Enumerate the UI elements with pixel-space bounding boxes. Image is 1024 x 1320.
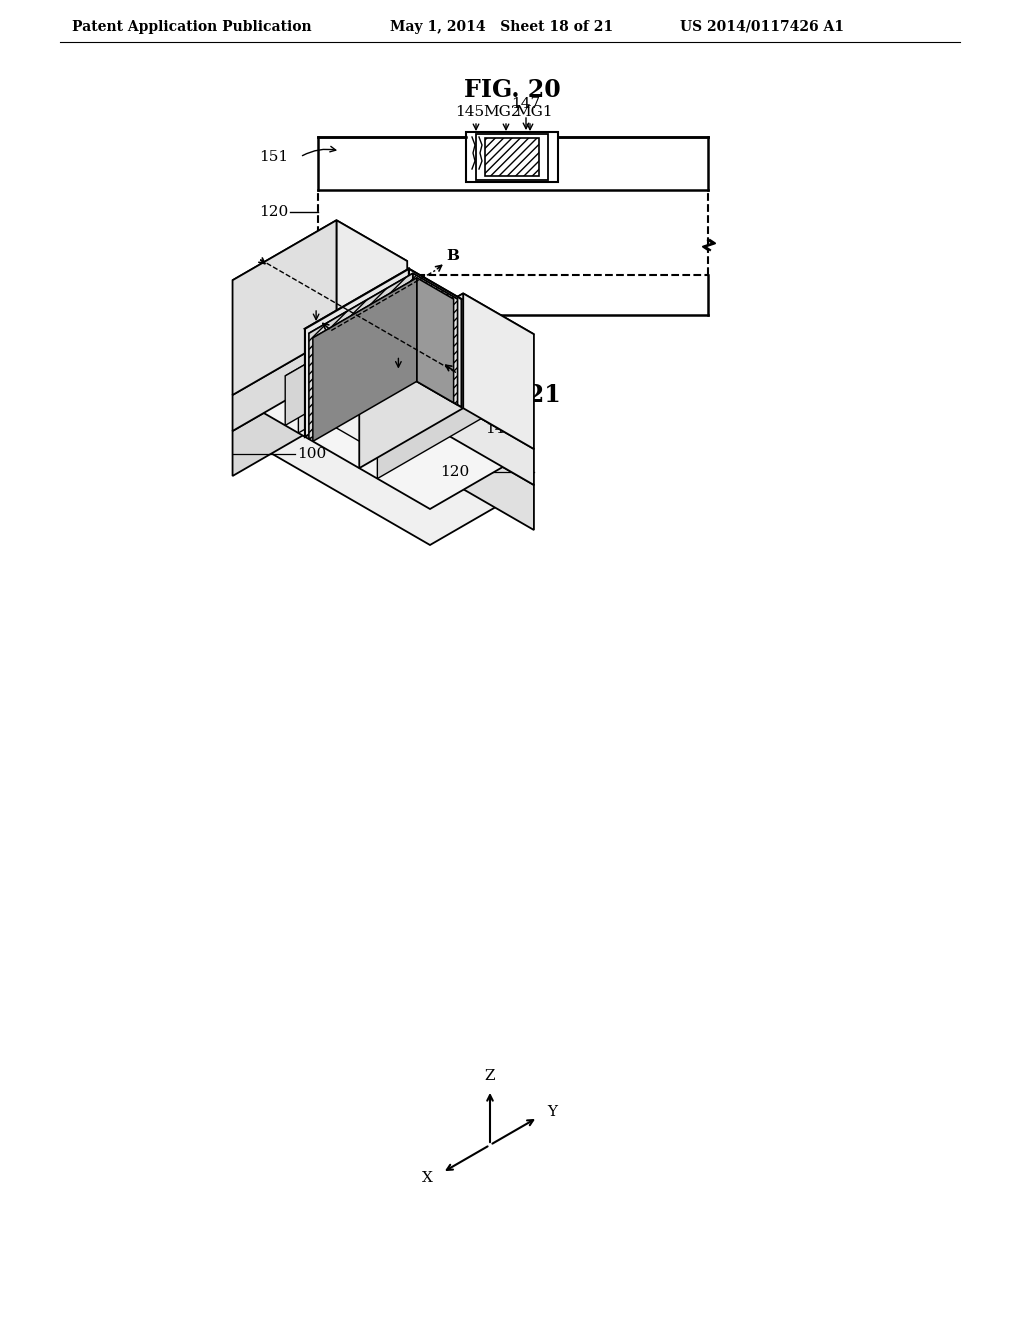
Polygon shape [359, 293, 463, 469]
Polygon shape [305, 269, 409, 437]
Text: Z: Z [484, 1069, 496, 1082]
Bar [485, 139, 539, 176]
Text: 125: 125 [387, 380, 417, 395]
Text: FIG. 21: FIG. 21 [464, 383, 560, 407]
Text: MG2: MG2 [484, 384, 522, 397]
Text: B: B [305, 308, 317, 322]
Text: 147: 147 [484, 422, 514, 436]
Text: 151: 151 [296, 281, 326, 296]
Polygon shape [232, 220, 337, 395]
Polygon shape [402, 346, 481, 418]
Polygon shape [389, 315, 402, 374]
Bar [476, 135, 548, 180]
Text: 147: 147 [511, 96, 541, 111]
Polygon shape [232, 335, 534, 510]
Bar [466, 132, 558, 182]
Text: A: A [270, 265, 283, 280]
Text: A: A [428, 350, 440, 363]
Polygon shape [337, 371, 534, 531]
Polygon shape [309, 273, 458, 359]
Text: 155: 155 [424, 370, 453, 384]
Text: B: B [446, 249, 460, 264]
Text: 100: 100 [298, 446, 327, 461]
Text: 161: 161 [428, 308, 458, 322]
Text: 145: 145 [456, 106, 484, 119]
Polygon shape [478, 354, 498, 426]
Text: 110: 110 [350, 396, 380, 411]
Polygon shape [232, 371, 534, 545]
Polygon shape [378, 370, 495, 437]
Polygon shape [298, 346, 481, 451]
Polygon shape [232, 371, 337, 477]
Polygon shape [286, 315, 389, 425]
Text: US 2014/0117426 A1: US 2014/0117426 A1 [680, 20, 844, 34]
Polygon shape [298, 346, 402, 433]
Polygon shape [481, 370, 495, 426]
Text: MG1: MG1 [484, 404, 522, 418]
Polygon shape [232, 220, 408, 321]
Text: FIG. 20: FIG. 20 [464, 78, 560, 102]
Text: MG1: MG1 [515, 106, 553, 119]
Text: MG2: MG2 [483, 106, 521, 119]
Polygon shape [409, 269, 462, 407]
Polygon shape [378, 370, 481, 479]
Polygon shape [337, 220, 408, 376]
Polygon shape [286, 315, 402, 384]
Text: Patent Application Publication: Patent Application Publication [72, 20, 311, 34]
Text: 120: 120 [439, 465, 469, 479]
Text: 120: 120 [259, 205, 288, 219]
Polygon shape [386, 301, 406, 374]
Text: 155: 155 [314, 334, 343, 348]
Polygon shape [305, 269, 462, 359]
Text: 100: 100 [259, 288, 288, 302]
Polygon shape [417, 277, 454, 403]
Polygon shape [232, 335, 337, 432]
Polygon shape [413, 273, 458, 405]
Polygon shape [313, 277, 454, 359]
Polygon shape [309, 273, 413, 440]
Text: ▼B: ▼B [374, 345, 395, 359]
Text: May 1, 2014   Sheet 18 of 21: May 1, 2014 Sheet 18 of 21 [390, 20, 613, 34]
Polygon shape [313, 277, 417, 441]
Text: ▼A: ▼A [319, 297, 340, 312]
Text: 151: 151 [259, 150, 288, 164]
Text: X: X [422, 1171, 432, 1184]
Text: 145: 145 [484, 364, 514, 378]
Polygon shape [463, 293, 534, 449]
Polygon shape [337, 335, 534, 484]
Polygon shape [359, 293, 534, 395]
Text: Y: Y [548, 1106, 558, 1119]
